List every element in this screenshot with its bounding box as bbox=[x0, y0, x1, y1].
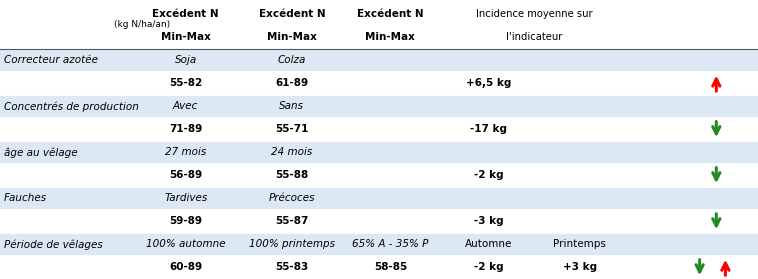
Text: Sans: Sans bbox=[280, 101, 304, 111]
Text: 100% printemps: 100% printemps bbox=[249, 239, 335, 249]
Text: Excédent N: Excédent N bbox=[357, 9, 424, 19]
Bar bbox=[0, 210, 758, 233]
Text: 24 mois: 24 mois bbox=[271, 147, 312, 157]
Text: -2 kg: -2 kg bbox=[474, 170, 504, 181]
Text: 59-89: 59-89 bbox=[169, 217, 202, 227]
Text: 55-71: 55-71 bbox=[275, 124, 309, 134]
Text: 100% automne: 100% automne bbox=[146, 239, 226, 249]
Text: Automne: Automne bbox=[465, 239, 512, 249]
Text: Excédent N: Excédent N bbox=[258, 9, 325, 19]
Text: +6,5 kg: +6,5 kg bbox=[466, 78, 512, 88]
Text: Concentrés de production: Concentrés de production bbox=[4, 101, 139, 112]
Text: 55-88: 55-88 bbox=[275, 170, 309, 181]
Text: Min-Max: Min-Max bbox=[267, 32, 317, 42]
Bar bbox=[0, 187, 758, 210]
Bar bbox=[0, 141, 758, 164]
Text: 27 mois: 27 mois bbox=[165, 147, 206, 157]
Text: Fauches: Fauches bbox=[4, 193, 47, 203]
Text: Soja: Soja bbox=[174, 55, 197, 65]
Text: 61-89: 61-89 bbox=[275, 78, 309, 88]
Text: Min-Max: Min-Max bbox=[161, 32, 211, 42]
Text: Colza: Colza bbox=[277, 55, 306, 65]
Text: Printemps: Printemps bbox=[553, 239, 606, 249]
Text: Excédent N: Excédent N bbox=[152, 9, 219, 19]
Text: -2 kg: -2 kg bbox=[474, 263, 504, 273]
Text: 71-89: 71-89 bbox=[169, 124, 202, 134]
Bar bbox=[0, 233, 758, 256]
Text: Min-Max: Min-Max bbox=[365, 32, 415, 42]
Text: l'indicateur: l'indicateur bbox=[506, 32, 562, 42]
Text: 58-85: 58-85 bbox=[374, 263, 407, 273]
Text: -17 kg: -17 kg bbox=[471, 124, 507, 134]
Text: 60-89: 60-89 bbox=[169, 263, 202, 273]
Text: -3 kg: -3 kg bbox=[474, 217, 504, 227]
Text: Correcteur azotée: Correcteur azotée bbox=[4, 55, 98, 65]
Text: Avec: Avec bbox=[173, 101, 199, 111]
Text: Période de vêlages: Période de vêlages bbox=[4, 239, 102, 250]
Bar bbox=[0, 118, 758, 141]
Text: 55-83: 55-83 bbox=[275, 263, 309, 273]
Text: âge au vêlage: âge au vêlage bbox=[4, 147, 77, 158]
Bar bbox=[0, 72, 758, 95]
Text: (kg N/ha/an): (kg N/ha/an) bbox=[114, 20, 171, 29]
Bar bbox=[0, 256, 758, 279]
Text: 65% A - 35% P: 65% A - 35% P bbox=[352, 239, 428, 249]
Text: Tardives: Tardives bbox=[164, 193, 208, 203]
Text: Incidence moyenne sur: Incidence moyenne sur bbox=[476, 9, 593, 19]
Text: Précoces: Précoces bbox=[268, 193, 315, 203]
Bar bbox=[0, 164, 758, 187]
Bar bbox=[0, 95, 758, 118]
Text: 55-87: 55-87 bbox=[275, 217, 309, 227]
Text: 55-82: 55-82 bbox=[169, 78, 202, 88]
Text: +3 kg: +3 kg bbox=[562, 263, 597, 273]
Text: 56-89: 56-89 bbox=[169, 170, 202, 181]
Bar bbox=[0, 49, 758, 72]
